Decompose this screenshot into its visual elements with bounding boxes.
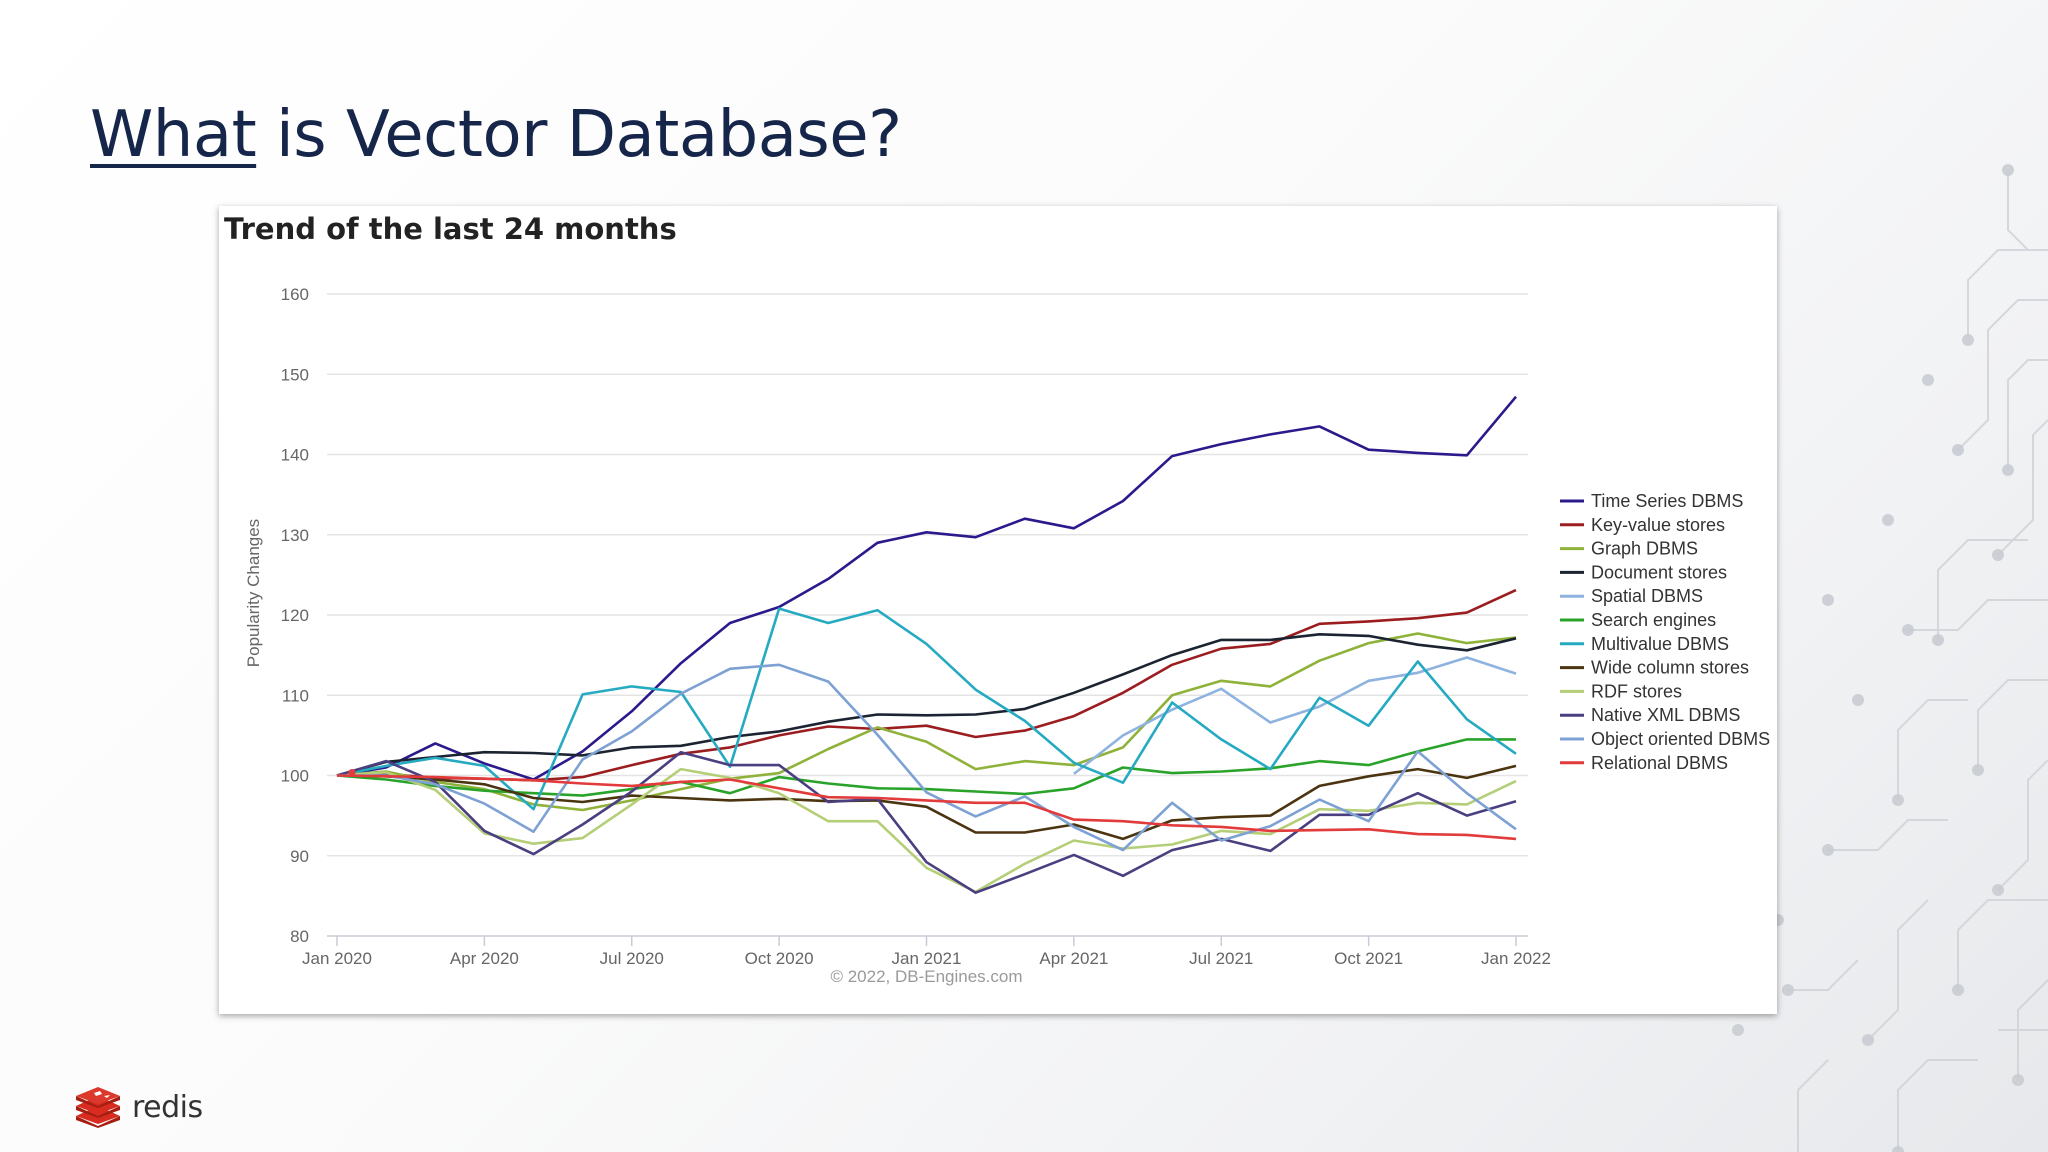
x-tick-label: Jan 2021 bbox=[892, 949, 962, 968]
legend-item-document-stores[interactable]: Document stores bbox=[1591, 562, 1727, 582]
slide-title-rest: is Vector Database? bbox=[256, 98, 902, 172]
chart-card: Trend of the last 24 months 80 90 100 110 12… bbox=[219, 206, 1777, 1014]
start-point-marker bbox=[348, 769, 356, 776]
series-line-rdf-stores[interactable] bbox=[336, 767, 1517, 894]
y-tick-label: 150 bbox=[281, 365, 309, 384]
legend-item-relational-dbms[interactable]: Relational DBMS bbox=[1591, 753, 1728, 773]
x-tick-label: Jul 2021 bbox=[1189, 949, 1253, 968]
redis-cube-icon bbox=[76, 1087, 120, 1128]
y-axis-label: Popularity Changes bbox=[244, 519, 263, 667]
y-tick-label: 110 bbox=[282, 686, 309, 705]
brand-name: redis bbox=[132, 1089, 203, 1125]
x-tick-label: Oct 2020 bbox=[745, 949, 814, 968]
legend-item-rdf-stores[interactable]: RDF stores bbox=[1591, 681, 1682, 701]
x-tick-label: Oct 2021 bbox=[1334, 949, 1403, 968]
x-tick-label: Jan 2020 bbox=[302, 949, 372, 968]
legend-item-wide-column-stores[interactable]: Wide column stores bbox=[1591, 658, 1749, 678]
y-tick-label: 90 bbox=[290, 847, 309, 866]
series-line-document-stores[interactable] bbox=[336, 633, 1517, 777]
series-line-wide-column-stores[interactable] bbox=[336, 764, 1517, 841]
x-tick-label: Apr 2020 bbox=[450, 949, 519, 968]
chart-credit: © 2022, DB-Engines.com bbox=[830, 967, 1022, 986]
y-tick-label: 120 bbox=[281, 606, 309, 625]
series-line-multivalue-dbms[interactable] bbox=[336, 607, 1517, 811]
legend-item-time-series-dbms[interactable]: Time Series DBMS bbox=[1591, 491, 1743, 511]
x-tick-label: Jul 2020 bbox=[600, 949, 664, 968]
chart-title: Trend of the last 24 months bbox=[224, 212, 677, 246]
y-tick-label: 140 bbox=[281, 446, 309, 465]
slide-title-link[interactable]: What bbox=[90, 98, 257, 172]
legend-item-graph-dbms[interactable]: Graph DBMS bbox=[1591, 539, 1698, 559]
series-line-search-engines[interactable] bbox=[336, 738, 1516, 797]
series-line-native-xml-dbms[interactable] bbox=[336, 750, 1517, 894]
redis-logo: redis bbox=[74, 1086, 203, 1128]
series-line-graph-dbms[interactable] bbox=[336, 632, 1517, 812]
y-tick-label: 130 bbox=[281, 526, 309, 545]
legend-item-native-xml-dbms[interactable]: Native XML DBMS bbox=[1591, 705, 1740, 725]
x-tick-label: Apr 2021 bbox=[1039, 949, 1108, 968]
y-tick-label: 100 bbox=[281, 767, 309, 786]
legend-item-spatial-dbms[interactable]: Spatial DBMS bbox=[1591, 586, 1703, 606]
legend-item-multivalue-dbms[interactable]: Multivalue DBMS bbox=[1591, 634, 1729, 654]
x-tick-label: Jan 2022 bbox=[1481, 949, 1551, 968]
y-tick-label: 160 bbox=[281, 285, 309, 304]
legend-item-key-value-stores[interactable]: Key-value stores bbox=[1591, 515, 1725, 535]
circuit-background bbox=[1732, 164, 2048, 1152]
series-line-relational-dbms[interactable] bbox=[336, 774, 1517, 841]
legend-item-search-engines[interactable]: Search engines bbox=[1591, 610, 1716, 630]
line-chart: 80 90 100 110 120 130 140 150 160 Jan 2020 Apr 202… bbox=[244, 285, 1770, 986]
y-tick-label: 80 bbox=[290, 927, 309, 946]
series-line-spatial-dbms[interactable] bbox=[1073, 656, 1517, 775]
legend-item-object-oriented-dbms[interactable]: Object oriented DBMS bbox=[1591, 729, 1770, 749]
slide-title: What is Vector Database? bbox=[90, 98, 902, 172]
series-line-object-oriented-dbms[interactable] bbox=[337, 663, 1517, 852]
